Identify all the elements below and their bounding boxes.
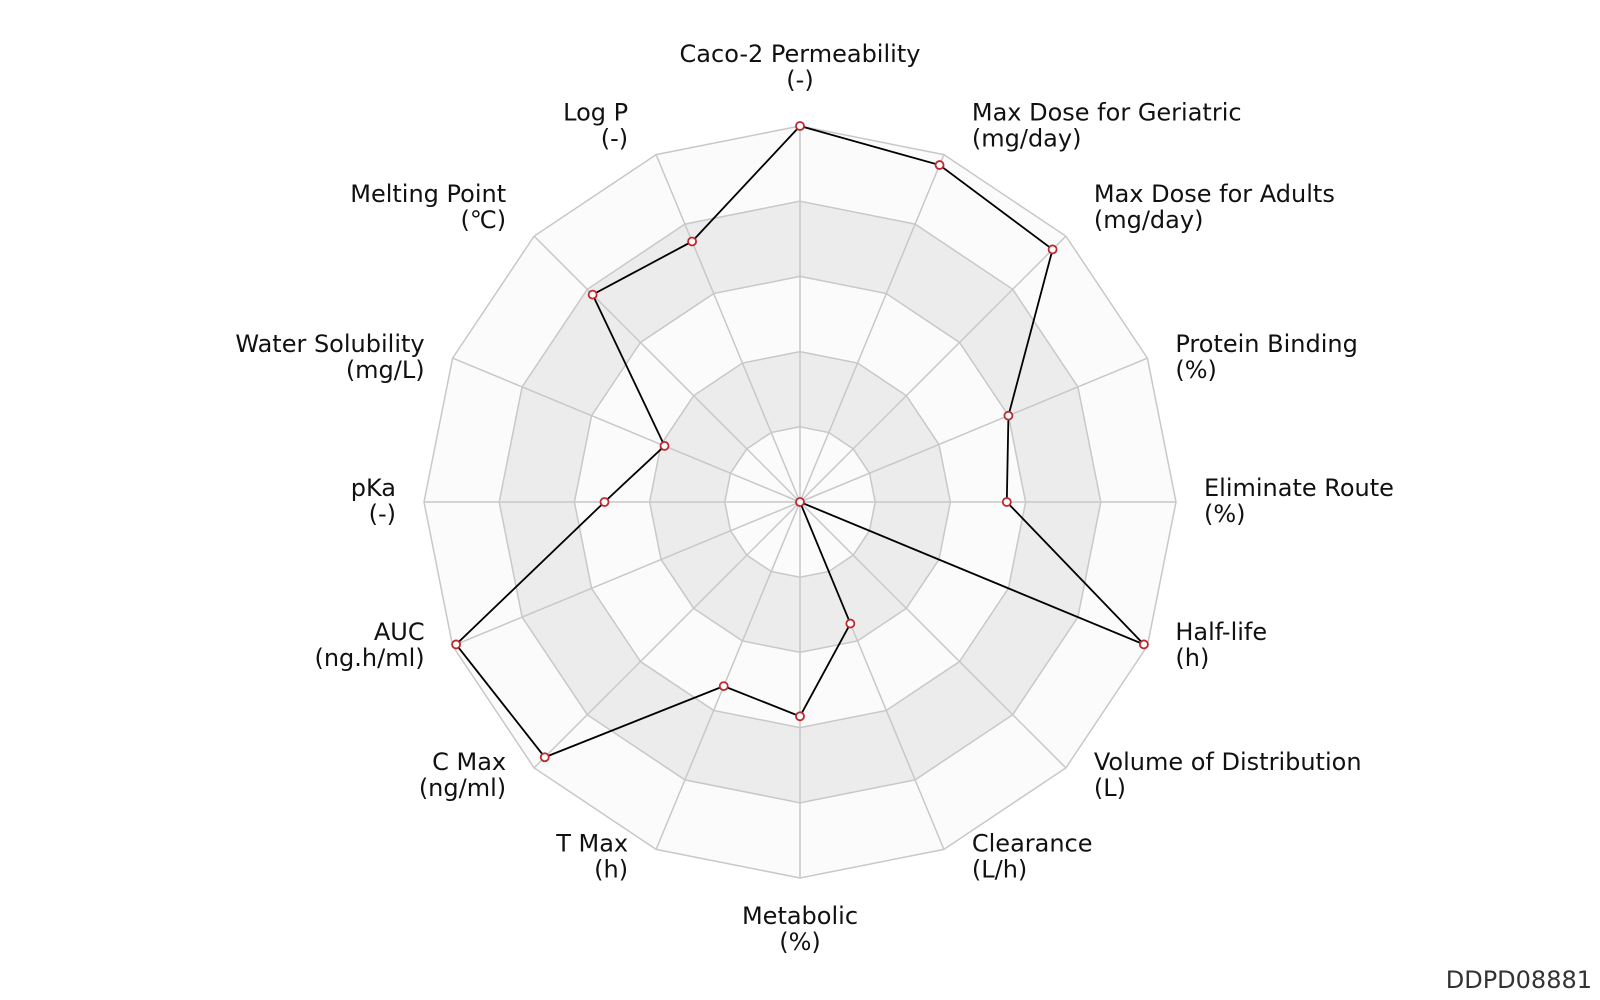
axis-label: Caco-2 Permeability (-) xyxy=(680,40,921,94)
axis-labels: Caco-2 Permeability (-)Max Dose for Geria… xyxy=(235,40,1394,956)
axis-label: Metabolic (%) xyxy=(742,902,858,956)
axis-label-name: T Max xyxy=(555,829,628,857)
axis-label-name: Max Dose for Geriatric xyxy=(972,99,1242,127)
axis-label-unit: (mg/day) xyxy=(1094,206,1204,234)
axis-label-name: Melting Point xyxy=(350,180,506,208)
axis-label-name: Max Dose for Adults xyxy=(1094,180,1335,208)
radar-spoke xyxy=(799,154,945,503)
data-point xyxy=(539,752,550,763)
data-point xyxy=(1047,244,1058,255)
axis-label-unit: (%) xyxy=(1204,500,1246,528)
radar-spoke xyxy=(799,501,1067,769)
axis-label: Half-life (h) xyxy=(1175,618,1267,672)
radar-spoke xyxy=(452,357,801,503)
radar-spoke xyxy=(799,235,1067,503)
radar-spoke xyxy=(452,501,801,647)
axis-label-name: Log P xyxy=(563,99,628,127)
axis-label-name: Protein Binding xyxy=(1175,330,1357,358)
axis-label-unit: (ng.h/ml) xyxy=(314,644,424,672)
axis-label-name: AUC xyxy=(374,618,425,646)
data-point xyxy=(587,289,598,300)
axis-label-unit: (h) xyxy=(1175,644,1209,672)
axis-label: T Max (h) xyxy=(555,829,628,883)
data-point xyxy=(1139,639,1149,650)
axis-label-name: Eliminate Route xyxy=(1204,474,1394,502)
data-point xyxy=(795,121,805,131)
axis-label-name: Half-life xyxy=(1175,618,1267,646)
axis-label: Clearance (L/h) xyxy=(972,829,1093,883)
radar-series xyxy=(451,121,1149,763)
radar-spoke xyxy=(655,154,801,503)
radar-spoke xyxy=(533,501,801,769)
axis-label-name: pKa xyxy=(351,474,396,502)
axis-label-name: Volume of Distribution xyxy=(1094,748,1362,776)
data-point xyxy=(795,711,805,722)
axis-label: Melting Point (℃) xyxy=(350,180,506,234)
data-point xyxy=(934,160,945,170)
data-point xyxy=(687,236,697,247)
axis-label: Volume of Distribution (L) xyxy=(1094,748,1362,802)
axis-label-unit: (ng/ml) xyxy=(419,774,506,802)
axis-label-name: C Max xyxy=(432,748,506,776)
axis-label: Max Dose for Geriatric (mg/day) xyxy=(972,99,1242,153)
axis-label: Protein Binding (%) xyxy=(1175,330,1357,384)
axis-label: Max Dose for Adults (mg/day) xyxy=(1094,180,1335,234)
data-point xyxy=(1001,497,1012,507)
axis-label-unit: (L) xyxy=(1094,774,1126,802)
axis-label: pKa (-) xyxy=(351,474,396,528)
data-point xyxy=(1003,410,1014,421)
axis-label: Eliminate Route (%) xyxy=(1204,474,1394,528)
axis-label-unit: (-) xyxy=(786,66,813,94)
axis-label-name: Water Solubility xyxy=(235,330,424,358)
data-point xyxy=(599,497,610,507)
data-point xyxy=(451,639,461,650)
axis-label: C Max (ng/ml) xyxy=(419,748,506,802)
radar-spoke xyxy=(533,235,801,503)
axis-label-unit: (h) xyxy=(594,855,628,883)
axis-label: Log P (-) xyxy=(563,99,628,153)
radar-spokes xyxy=(424,126,1176,878)
axis-label-unit: (℃) xyxy=(460,206,506,234)
axis-label-name: Metabolic xyxy=(742,902,858,930)
figure-id: DDPD08881 xyxy=(1445,966,1592,994)
axis-label: Water Solubility (mg/L) xyxy=(235,330,424,384)
data-point xyxy=(845,618,856,629)
axis-label-unit: (mg/day) xyxy=(972,125,1082,153)
data-point xyxy=(718,681,729,692)
axis-label-name: Caco-2 Permeability xyxy=(680,40,921,68)
axis-label-unit: (-) xyxy=(369,500,396,528)
data-point xyxy=(795,497,805,507)
axis-label-unit: (%) xyxy=(1175,356,1217,384)
axis-label-unit: (L/h) xyxy=(972,855,1027,883)
axis-label-unit: (%) xyxy=(779,928,821,956)
axis-label-name: Clearance xyxy=(972,829,1093,857)
axis-label-unit: (mg/L) xyxy=(346,356,425,384)
radar-spoke xyxy=(655,501,801,850)
axis-label-unit: (-) xyxy=(601,125,628,153)
axis-label: AUC (ng.h/ml) xyxy=(314,618,424,672)
data-point xyxy=(659,440,670,451)
radar-spoke xyxy=(799,357,1148,503)
